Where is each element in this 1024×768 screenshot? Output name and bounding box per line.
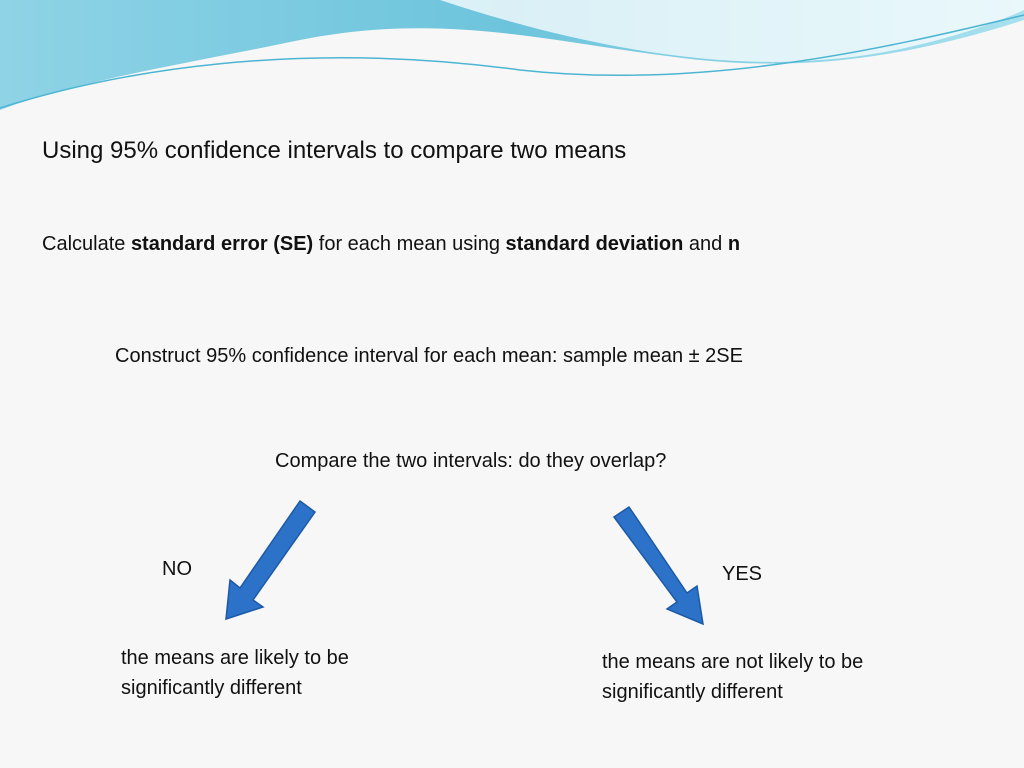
bold-text: standard deviation (505, 233, 684, 255)
bold-text: standard error (SE) (130, 233, 314, 255)
branch-outcome: the means are not likely to be significan… (602, 647, 863, 707)
text: Calculate (42, 233, 131, 255)
outcome-line: the means are not likely to be (602, 651, 864, 673)
branch-outcome: the means are likely to be significantly … (121, 643, 349, 703)
arrows (225, 499, 704, 626)
bold-text: n (727, 233, 741, 255)
branch-label: NO (162, 558, 192, 580)
arrow-no (225, 499, 317, 621)
text: for each mean using (313, 233, 506, 255)
text: Compare the two intervals: do they overl… (275, 450, 667, 472)
outcome-line: the means are likely to be (121, 647, 349, 669)
text: Construct 95% confidence interval for ea… (115, 345, 743, 367)
step: Construct 95% confidence interval for ea… (115, 345, 743, 368)
arrow-yes (612, 505, 704, 626)
branch-label: YES (722, 563, 763, 585)
outcome-line: significantly different (602, 681, 783, 703)
step: Calculate standard error (SE) for each m… (42, 233, 740, 256)
header-wave-highlight (440, 0, 1024, 62)
outcome-line: significantly different (121, 677, 302, 699)
slide-title: Using 95% confidence intervals to compar… (42, 137, 627, 164)
step: Compare the two intervals: do they overl… (275, 450, 666, 473)
header-line (0, 14, 1024, 109)
text: and (683, 233, 728, 255)
